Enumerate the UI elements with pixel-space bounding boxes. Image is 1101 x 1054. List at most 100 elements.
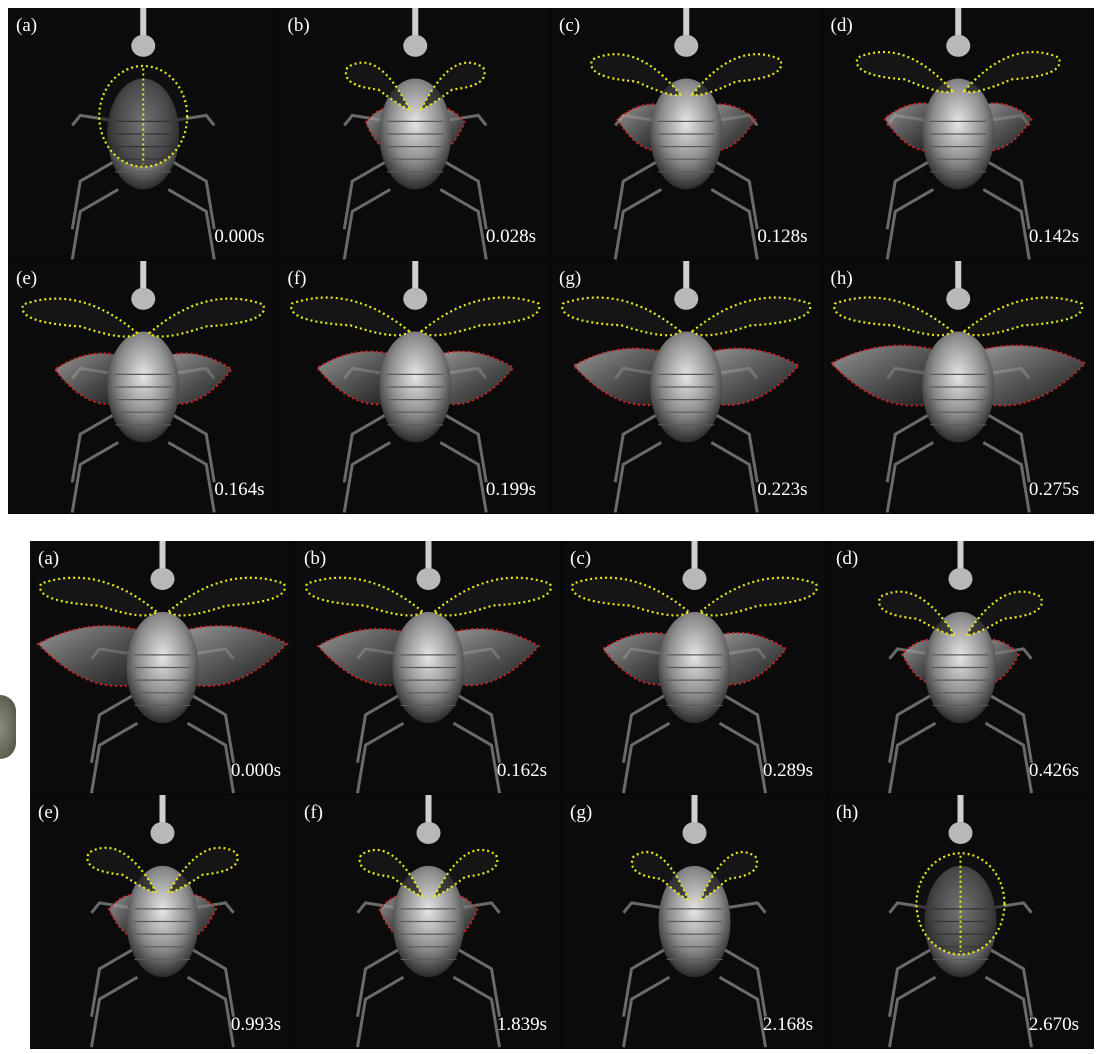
mounting-rod <box>425 795 432 826</box>
panel-label: (d) <box>836 548 859 569</box>
photo-panel: (h) 0.275s <box>822 261 1093 513</box>
panel-timestamp: 0.275s <box>1028 479 1079 500</box>
hindwing-outline <box>711 631 788 686</box>
panel-label: (c) <box>570 548 592 569</box>
panel-timestamp: 0.128s <box>757 226 808 247</box>
photo-panel: (d) 0.142s <box>822 8 1093 260</box>
elytron-outline <box>631 851 691 903</box>
beetle-head <box>945 287 970 310</box>
panel-label: (g) <box>559 268 582 289</box>
photo-panel: (h) 2.670s <box>828 795 1093 1048</box>
mounting-rod <box>954 261 961 292</box>
photo-panel: (d) 0.426s <box>828 541 1093 794</box>
elytron-outline <box>166 846 239 895</box>
hindwing-outline <box>36 624 146 688</box>
elytron-outline <box>344 61 411 112</box>
beetle-photo <box>622 795 767 1048</box>
hindwing-outline <box>601 631 678 686</box>
beetle-photo <box>888 795 1033 1048</box>
elytron-outline <box>698 851 758 903</box>
panel-timestamp: 0.028s <box>485 226 536 247</box>
elytron-outline <box>590 53 683 97</box>
beetle-legs <box>888 901 1033 1048</box>
mounting-rod <box>691 541 698 572</box>
mounting-rod <box>691 795 698 826</box>
photo-panel: (g) 0.223s <box>551 261 822 513</box>
photo-panel: (e) 0.164s <box>8 261 279 513</box>
elytron-outline <box>419 296 540 337</box>
hindwing-outline <box>179 624 289 688</box>
photo-panel: (b) 0.028s <box>279 8 550 260</box>
elytron-outline <box>305 576 425 617</box>
mounting-rod <box>140 261 147 292</box>
beetle-photo <box>878 541 1043 794</box>
panel-label: (a) <box>16 15 38 36</box>
hindwing-outline <box>572 347 670 406</box>
photo-panel: (c) 0.128s <box>551 8 822 260</box>
photo-panel: (a) 0.000s <box>30 541 295 794</box>
elytron-outline <box>289 296 411 337</box>
panel-timestamp: 2.670s <box>1028 1014 1079 1035</box>
elytron-outline <box>962 296 1083 337</box>
elytron-outline <box>832 296 954 337</box>
beetle-photo <box>289 261 540 513</box>
beetle-head <box>674 287 699 310</box>
hindwing-outline <box>316 627 412 687</box>
elytron-outline <box>358 848 425 899</box>
mounting-rod <box>159 541 166 572</box>
mounting-rod <box>140 8 147 39</box>
beetle-photo <box>305 541 552 794</box>
panel-label: (b) <box>287 15 310 36</box>
elytron-outline <box>571 576 691 617</box>
photo-panel: (f) 1.839s <box>296 795 561 1048</box>
mounting-rod <box>425 541 432 572</box>
mounting-rod <box>954 8 961 39</box>
hindwing-outline <box>315 350 398 406</box>
elytron-outline <box>690 53 783 97</box>
hindwing-outline <box>703 347 801 406</box>
mounting-rod <box>957 541 964 572</box>
hindwing-outline <box>431 350 515 406</box>
elytron-outline <box>21 297 139 338</box>
beetle-photo <box>590 8 783 260</box>
beetle-head <box>131 287 156 310</box>
panel-timestamp: 0.993s <box>230 1014 281 1035</box>
elytron-outline <box>964 590 1043 637</box>
elytron-outline <box>432 576 552 617</box>
figure-closing-sequence: (a) 0.000s (b) 0.162s (c) 0.289s (d) 0.426s (e) 0… <box>30 541 1094 1049</box>
beetle-head <box>150 821 175 844</box>
beetle-head <box>416 567 441 590</box>
beetle-head <box>402 34 427 57</box>
panel-label: (g) <box>570 802 593 823</box>
panel-timestamp: 0.000s <box>230 760 281 781</box>
elytron-outline <box>147 297 266 338</box>
panel-label: (h) <box>830 268 853 289</box>
beetle-head <box>948 567 973 590</box>
hindwing-outline <box>974 344 1087 407</box>
mounting-rod <box>683 261 690 292</box>
panel-timestamp: 0.142s <box>1028 226 1079 247</box>
elytron-outline <box>878 590 957 637</box>
panel-timestamp: 0.223s <box>757 479 808 500</box>
panel-timestamp: 0.000s <box>214 226 265 247</box>
beetle-photo <box>36 541 289 794</box>
beetle-photo <box>561 261 812 513</box>
beetle-head <box>682 567 707 590</box>
hindwing-outline <box>445 627 541 687</box>
figure-opening-sequence: (a) 0.000s (b) 0.028s (c) 0.128s (d) 0.142s (e) 0… <box>8 8 1094 514</box>
photo-panel: (e) 0.993s <box>30 795 295 1048</box>
elytron-outline <box>39 576 159 617</box>
panel-timestamp: 0.289s <box>762 760 813 781</box>
panel-label: (f) <box>304 802 323 823</box>
beetle-photo <box>342 8 488 260</box>
mounting-rod <box>957 795 964 826</box>
photo-panel: (g) 2.168s <box>562 795 827 1048</box>
elytra-outline <box>98 64 189 168</box>
elytron-outline <box>166 576 286 617</box>
panel-label: (b) <box>304 548 327 569</box>
panel-timestamp: 0.199s <box>485 479 536 500</box>
panel-label: (h) <box>836 802 859 823</box>
beetle-photo <box>70 8 216 260</box>
panel-label: (a) <box>38 548 60 569</box>
elytron-outline <box>86 846 159 895</box>
